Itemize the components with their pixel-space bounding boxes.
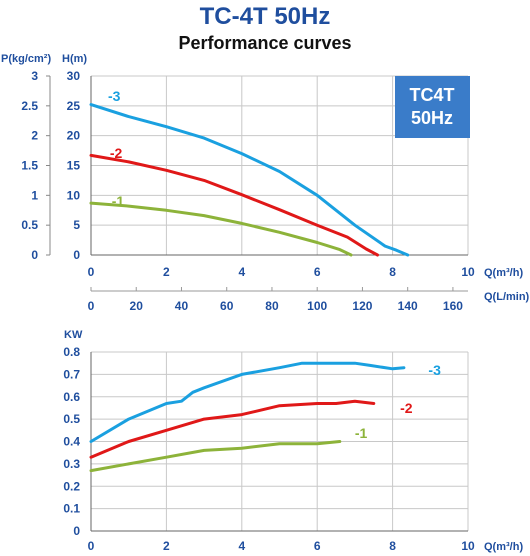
kw-tick-label: 0.5 — [63, 412, 80, 426]
h-tick-label: 0 — [73, 248, 80, 262]
kw-tick-label: 0.6 — [63, 390, 80, 404]
h-tick-label: 25 — [67, 99, 81, 113]
x2-tick-label: 20 — [130, 299, 144, 313]
x2-tick-label: 60 — [220, 299, 234, 313]
series-label: -2 — [400, 400, 413, 416]
kw-axis-title: KW — [64, 329, 83, 341]
chart-title: TC-4T 50Hz — [0, 3, 530, 31]
x2-tick-label: 80 — [265, 299, 279, 313]
kw-tick-label: 0.4 — [63, 435, 80, 449]
h-axis-title: H(m) — [62, 53, 87, 65]
series-line-2 — [89, 201, 353, 257]
x-tick-label: 6 — [314, 539, 321, 553]
series-label: -3 — [428, 362, 441, 378]
h-tick-label: 20 — [67, 129, 81, 143]
p-tick-label: 2.5 — [21, 99, 38, 113]
badge-model: TC4T — [410, 85, 455, 105]
x2-tick-label: 140 — [398, 299, 418, 313]
kw-tick-label: 0.7 — [63, 367, 80, 381]
model-badge — [395, 76, 470, 138]
h-tick-label: 10 — [67, 188, 81, 202]
series-line-1 — [89, 153, 379, 257]
x2-tick-label: 160 — [443, 299, 463, 313]
p-tick-label: 0.5 — [21, 218, 38, 232]
x-tick-label: 10 — [461, 539, 475, 553]
x2-tick-label: 120 — [352, 299, 372, 313]
series-label: -1 — [355, 425, 368, 441]
p-tick-label: 1 — [31, 188, 38, 202]
series-line-0 — [89, 361, 406, 443]
series-label: -3 — [108, 88, 121, 104]
x-axis-title: Q(m³/h) — [484, 541, 523, 553]
series-line-1 — [89, 399, 376, 459]
kw-tick-label: 0.3 — [63, 457, 80, 471]
h-tick-label: 15 — [67, 159, 81, 173]
kw-tick-label: 0.2 — [63, 479, 80, 493]
x-tick-label: 4 — [238, 265, 245, 279]
h-tick-label: 30 — [67, 69, 81, 83]
x2-axis-title: Q(L/min) — [484, 291, 530, 303]
p-tick-label: 1.5 — [21, 159, 38, 173]
x-tick-label: 10 — [461, 265, 475, 279]
x-tick-label: 0 — [88, 539, 95, 553]
p-tick-label: 3 — [31, 69, 38, 83]
kw-tick-label: 0 — [73, 524, 80, 538]
x-tick-label: 4 — [238, 539, 245, 553]
chart-subtitle: Performance curves — [178, 33, 352, 53]
x-tick-label: 0 — [88, 265, 95, 279]
series-line-0 — [89, 103, 410, 257]
x2-tick-label: 100 — [307, 299, 327, 313]
series-label: -2 — [110, 145, 123, 161]
series-label: -1 — [112, 193, 125, 209]
p-axis-title: P(kg/cm²) — [1, 53, 51, 65]
badge-freq: 50Hz — [411, 108, 453, 128]
x-tick-label: 2 — [163, 265, 170, 279]
x-tick-label: 6 — [314, 265, 321, 279]
x2-tick-label: 40 — [175, 299, 189, 313]
kw-tick-label: 0.1 — [63, 502, 80, 516]
model-name: TC-4T — [199, 3, 268, 30]
series-line-2 — [89, 440, 342, 473]
frequency: 50Hz — [274, 3, 331, 30]
x-tick-label: 2 — [163, 539, 170, 553]
kw-tick-label: 0.8 — [63, 345, 80, 359]
x-tick-label: 8 — [389, 265, 396, 279]
x-tick-label: 8 — [389, 539, 396, 553]
p-tick-label: 0 — [31, 248, 38, 262]
x-axis-title: Q(m³/h) — [484, 267, 523, 279]
x2-tick-label: 0 — [88, 299, 95, 313]
h-tick-label: 5 — [73, 218, 80, 232]
p-tick-label: 2 — [31, 129, 38, 143]
